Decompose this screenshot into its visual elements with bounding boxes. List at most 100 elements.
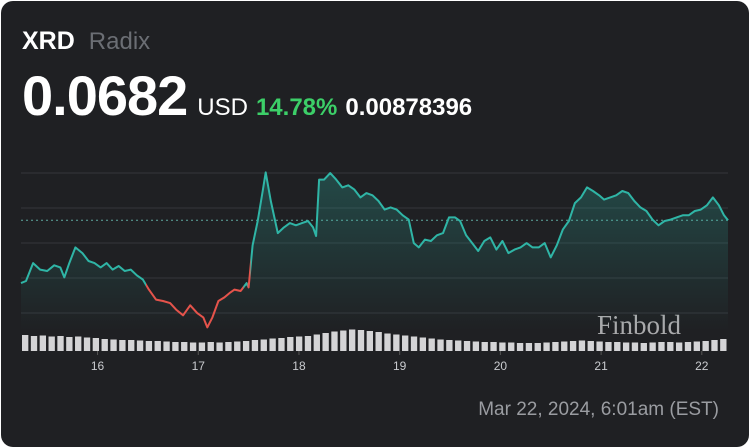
volume-bar (331, 331, 338, 351)
price: 0.0682 (22, 64, 188, 127)
volume-bar (375, 332, 382, 351)
volume-bar (304, 336, 312, 351)
volume-bar (437, 339, 444, 351)
volume-bar (516, 343, 524, 351)
volume-bar (83, 337, 91, 351)
volume-bar (242, 341, 250, 351)
volume-bar (631, 342, 639, 351)
volume-bar (614, 342, 621, 351)
symbol: XRD (22, 27, 75, 55)
volume-bar (640, 343, 647, 351)
volume-bar (508, 342, 515, 351)
volume-bar (499, 342, 506, 351)
volume-bar (587, 341, 594, 351)
change: 0.00878396 (345, 94, 473, 121)
volume-bar (622, 342, 630, 351)
volume-bar (295, 336, 303, 351)
x-tick-label: 20 (494, 359, 508, 373)
volume-bar (702, 341, 709, 351)
header-row: XRD Radix (22, 27, 150, 56)
volume-bar (145, 341, 153, 351)
volume-bar (163, 341, 170, 351)
volume-bar (366, 331, 373, 351)
volume-bar (287, 337, 294, 351)
volume-bar (446, 340, 453, 351)
volume-bar (136, 340, 144, 351)
volume-bar (578, 340, 586, 351)
volume-bar (649, 342, 656, 351)
x-tick-label: 22 (695, 359, 709, 373)
volume-bar (225, 342, 232, 351)
volume-bar (269, 338, 276, 351)
volume-bar (525, 343, 533, 351)
volume-bar (66, 337, 73, 351)
volume-bar (667, 342, 674, 351)
volume-bar (39, 335, 47, 351)
volume-bar (75, 336, 82, 351)
volume-bar (534, 343, 541, 351)
timestamp: Mar 22, 2024, 6:01am (EST) (478, 399, 719, 420)
area-fill (21, 172, 728, 331)
volume-bar (605, 342, 612, 351)
volume-bar (384, 333, 391, 351)
volume-bar (22, 335, 29, 351)
volume-bar (322, 333, 329, 351)
volume-bar (251, 340, 259, 351)
volume-bar (684, 342, 692, 351)
volume-bar (313, 334, 320, 351)
volume-bar (128, 340, 135, 351)
volume-bar (207, 342, 214, 351)
volume-bar (428, 338, 435, 351)
price-line-series (20, 171, 729, 329)
volume-bar (711, 340, 718, 351)
volume-bar (92, 338, 100, 351)
x-tick-label: 16 (91, 359, 105, 373)
volume-bar (402, 335, 409, 351)
volume-bar (393, 334, 400, 351)
volume-bar (30, 336, 38, 351)
currency: USD (197, 94, 248, 121)
volume-bar (234, 341, 241, 351)
volume-bar (463, 341, 471, 351)
asset-name: Radix (88, 28, 151, 55)
volume-bar (154, 341, 161, 351)
volume-bar (675, 342, 683, 351)
volume-bar (410, 336, 418, 351)
volume-bar (552, 342, 559, 351)
volume-bar (693, 341, 700, 351)
volume-bar (658, 342, 665, 351)
volume-bar (260, 339, 267, 351)
volume-bar (181, 342, 188, 351)
change-percent: 14.78% (255, 94, 338, 121)
volume-bar (419, 337, 427, 351)
volume-bar (596, 341, 603, 351)
volume-bar (216, 342, 223, 351)
volume-bar (348, 329, 356, 351)
volume-bar (472, 341, 480, 351)
x-tick-label: 17 (192, 359, 206, 373)
volume-bar (543, 342, 550, 351)
x-tick-label: 18 (292, 359, 306, 373)
volume-bar (189, 342, 197, 351)
volume-bar (278, 338, 285, 351)
volume-bar (481, 342, 488, 351)
volume-bar (455, 340, 462, 351)
volume-bar (720, 339, 727, 351)
volume-bar (119, 340, 126, 351)
volume-bar (172, 342, 179, 351)
volume-bar (110, 339, 117, 351)
x-tick-label: 21 (594, 359, 608, 373)
volume-bar (340, 330, 347, 351)
volume-bar (561, 341, 568, 351)
volume-bar (357, 330, 365, 351)
volume-bar (569, 341, 577, 351)
price-row: 0.0682 USD 14.78% 0.00878396 (22, 63, 472, 128)
volume-bar (57, 336, 64, 351)
volume-bar (101, 339, 108, 351)
volume-bar (490, 342, 497, 351)
volume-bar (48, 336, 55, 351)
x-tick-label: 19 (393, 359, 407, 373)
volume-bar (198, 342, 206, 351)
